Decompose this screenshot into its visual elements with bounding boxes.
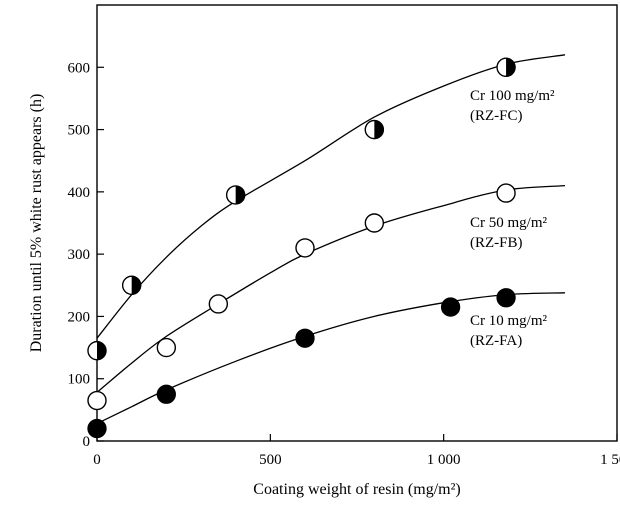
y-tick-label: 300	[68, 247, 91, 263]
series-curve	[96, 184, 566, 393]
y-tick-label: 400	[68, 185, 91, 201]
series-curve	[96, 54, 566, 339]
data-points	[87, 57, 516, 439]
data-point-open	[295, 238, 315, 258]
data-point-filled	[87, 418, 107, 439]
data-point-half-filled	[122, 275, 142, 295]
series-label-code: (RZ-FC)	[470, 108, 523, 124]
series-labels: Cr 100 mg/m² (RZ-FC) Cr 50 mg/m² (RZ-FB) Cr …	[470, 88, 555, 349]
data-point-filled	[440, 297, 461, 317]
data-point-filled	[156, 384, 176, 404]
series-label: Cr 50 mg/m²	[470, 215, 548, 231]
data-point-filled	[496, 288, 516, 308]
series-label: Cr 10 mg/m²	[470, 313, 548, 329]
data-point-half-filled	[364, 119, 384, 140]
series-label: Cr 100 mg/m²	[470, 88, 555, 104]
y-axis-title: Duration until 5% white rust appears (h)	[28, 94, 45, 353]
x-tick-label: 1 500	[600, 452, 620, 468]
data-point-half-filled	[496, 57, 516, 77]
data-point-half-filled	[226, 185, 246, 205]
y-tick-label: 0	[83, 434, 91, 450]
data-point-open	[156, 337, 177, 358]
data-point-half-filled	[87, 341, 107, 361]
series-label-code: (RZ-FA)	[470, 333, 522, 349]
plot-frame	[96, 4, 618, 442]
y-tick-label: 200	[68, 309, 91, 325]
y-tick-label: 100	[68, 372, 91, 388]
data-point-filled	[295, 328, 315, 348]
x-tick-label: 0	[93, 452, 101, 468]
series-label-code: (RZ-FB)	[470, 235, 523, 251]
axis-ticks: 0 500 1 000 1 500 0 100 200 300 400 500 600	[68, 60, 620, 468]
data-point-open	[87, 390, 107, 411]
x-tick-label: 500	[259, 452, 282, 468]
data-point-open	[364, 213, 385, 233]
data-point-open	[208, 294, 229, 314]
x-axis-title: Coating weight of resin (mg/m²)	[253, 481, 460, 498]
data-point-open	[496, 183, 516, 203]
y-tick-label: 600	[68, 60, 91, 76]
y-tick-label: 500	[68, 123, 91, 139]
x-tick-label: 1 000	[427, 452, 461, 468]
